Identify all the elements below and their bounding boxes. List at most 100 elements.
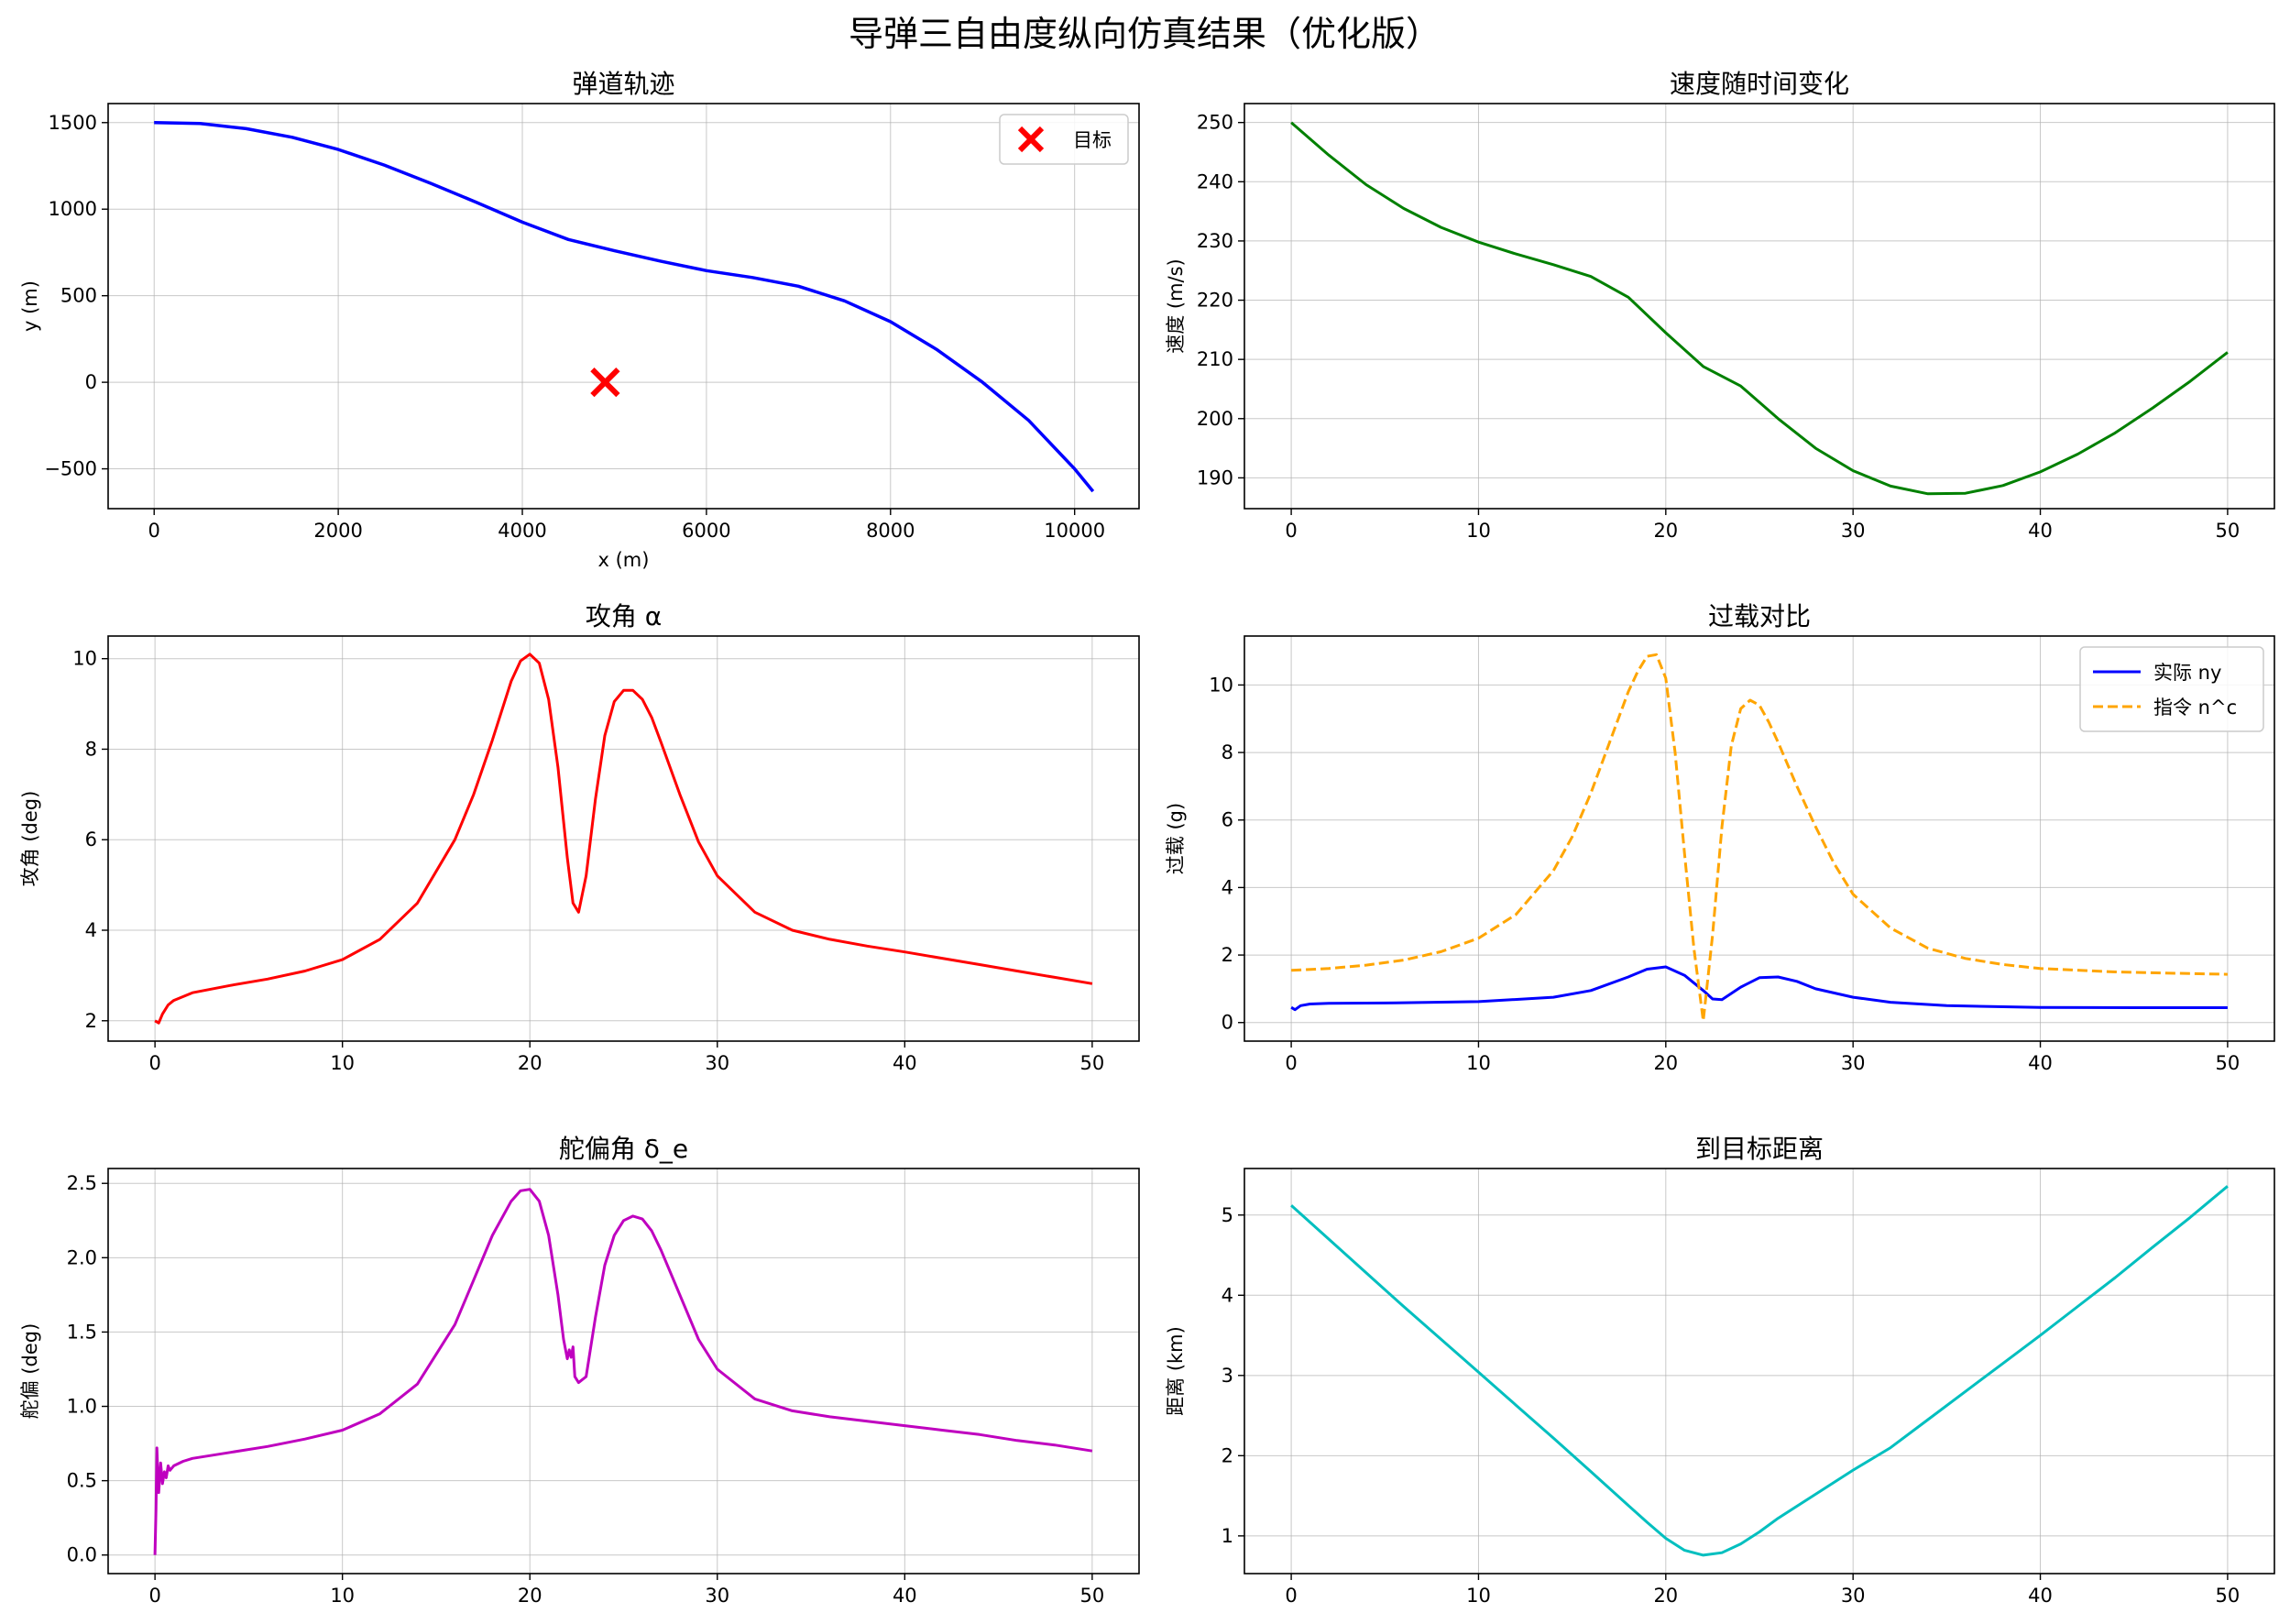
y-tick-label: 10 — [72, 648, 97, 670]
y-tick-label: 1 — [1222, 1525, 1233, 1547]
axes-frame — [1244, 635, 2275, 1042]
legend-box — [999, 114, 1129, 165]
y-tick-label: 250 — [1197, 112, 1233, 134]
y-tick-label: 2 — [1222, 944, 1233, 966]
x-tick-label: 30 — [1841, 520, 1866, 542]
figure-title: 导弹三自由度纵向仿真结果（优化版） — [849, 14, 1441, 54]
target-marker — [590, 367, 620, 398]
x-tick-label: 0 — [1285, 1585, 1297, 1607]
axes-frame — [1244, 103, 2275, 510]
subplot-trajectory: 0 2000 4000 6000 8000 10000 −500 0 500 1000 1500 弹道… — [19, 69, 1140, 571]
x-tick-label: 10 — [330, 1585, 355, 1607]
series-line-aoa-0 — [154, 653, 1093, 1025]
series-line-distance-0 — [1290, 1185, 2229, 1557]
y-tick-label: 8 — [1222, 741, 1233, 763]
y-tick-label: 4 — [1222, 1284, 1233, 1306]
axes-frame — [107, 103, 1140, 510]
y-tick-label: 500 — [60, 285, 97, 307]
legend-marker-stroke-b — [1017, 126, 1045, 153]
series-line-trajectory-0 — [154, 121, 1095, 493]
legend-label: 指令 n^c — [2153, 697, 2237, 719]
x-tick-label: 0 — [1285, 1052, 1297, 1074]
legend-label: 目标 — [1073, 129, 1112, 151]
series-line-velocity-0 — [1290, 121, 2229, 496]
x-axis-label: x (m) — [598, 549, 650, 571]
y-axis-label: 攻角 (deg) — [19, 791, 41, 887]
x-tick-label: 30 — [705, 1052, 729, 1074]
y-tick-label: 1500 — [49, 112, 97, 134]
axes-frame — [107, 635, 1140, 1042]
subplot-title: 舵偏角 δ_e — [559, 1134, 688, 1164]
subplot-title: 弹道轨迹 — [572, 69, 674, 99]
y-tick-label: 5 — [1222, 1204, 1233, 1226]
x-tick-label: 40 — [893, 1585, 917, 1607]
x-tick-label: 10 — [1466, 1052, 1491, 1074]
x-tick-label: 50 — [1079, 1585, 1104, 1607]
y-axis-label: y (m) — [19, 280, 41, 332]
y-axis-label: 过载 (g) — [1165, 803, 1187, 874]
x-tick-label: 0 — [1285, 520, 1297, 542]
y-tick-label: 10 — [1209, 674, 1233, 696]
x-tick-label: 30 — [1841, 1585, 1866, 1607]
series-line-overload-1 — [1291, 653, 2228, 1023]
y-tick-label: 240 — [1197, 170, 1233, 192]
subplot-elevator: 0 10 20 30 40 50 0.0 0.5 1.0 1.5 2.0 2.5 舵偏角 δ_e 舵偏 (… — [19, 1134, 1140, 1607]
y-tick-label: 200 — [1197, 408, 1233, 430]
x-tick-label: 20 — [1653, 520, 1678, 542]
subplot-grid: 0 2000 4000 6000 8000 10000−500050010001500弹道… — [19, 69, 2275, 1607]
series-line-elevator-0 — [153, 1188, 1093, 1555]
x-tick-label: 10000 — [1044, 520, 1105, 542]
x-tick-label: 10 — [1466, 1585, 1491, 1607]
x-tick-label: 20 — [1653, 1585, 1678, 1607]
y-tick-label: 0 — [1222, 1012, 1233, 1034]
y-tick-label: 2 — [85, 1010, 97, 1032]
x-tick-label: 50 — [2216, 1585, 2241, 1607]
y-tick-label: 1.0 — [67, 1396, 97, 1418]
legend: 实际 ny 指令 n^c — [2079, 646, 2264, 732]
subplot-aoa: 0 10 20 30 40 50 2 4 6 8 10 攻角 α 攻角 (deg) — [19, 601, 1140, 1074]
y-tick-label: 220 — [1197, 290, 1233, 312]
x-tick-label: 40 — [2028, 1585, 2053, 1607]
x-tick-label: 50 — [2216, 520, 2241, 542]
subplot-title: 攻角 α — [586, 601, 662, 631]
y-tick-label: 0.0 — [67, 1544, 97, 1566]
y-tick-label: 210 — [1197, 348, 1233, 370]
series-line-overload-0 — [1290, 965, 2228, 1012]
y-tick-label: 190 — [1197, 466, 1233, 488]
x-tick-label: 10 — [330, 1052, 355, 1074]
legend-label: 实际 ny — [2153, 662, 2221, 684]
x-tick-label: 6000 — [682, 520, 730, 542]
y-tick-label: 4 — [85, 919, 97, 941]
y-tick-label: 2.0 — [67, 1246, 97, 1268]
y-tick-label: 0.5 — [67, 1470, 97, 1492]
axes-frame — [107, 1168, 1140, 1575]
x-tick-label: 30 — [1841, 1052, 1866, 1074]
y-tick-label: 1.5 — [67, 1321, 97, 1343]
x-tick-label: 50 — [1079, 1052, 1104, 1074]
axes-frame — [1244, 1168, 2275, 1575]
x-tick-label: 0 — [148, 1052, 160, 1074]
x-tick-label: 2000 — [313, 520, 362, 542]
y-tick-label: 2.5 — [67, 1172, 97, 1194]
x-tick-label: 50 — [2216, 1052, 2241, 1074]
x-tick-label: 20 — [1653, 1052, 1678, 1074]
y-tick-label: 4 — [1222, 876, 1233, 898]
x-tick-label: 20 — [518, 1052, 542, 1074]
x-tick-label: 0 — [148, 1585, 160, 1607]
x-tick-label: 40 — [893, 1052, 917, 1074]
y-axis-label: 速度 (m/s) — [1165, 258, 1187, 354]
x-tick-label: 4000 — [498, 520, 546, 542]
subplot-title: 到目标距离 — [1695, 1134, 1824, 1164]
x-tick-label: 0 — [148, 520, 160, 542]
legend: 目标 — [999, 114, 1129, 165]
x-tick-label: 10 — [1466, 520, 1491, 542]
subplot-title: 速度随时间变化 — [1670, 69, 1849, 99]
x-tick-label: 30 — [705, 1585, 729, 1607]
x-tick-label: 20 — [518, 1585, 542, 1607]
x-tick-label: 40 — [2028, 520, 2053, 542]
y-tick-label: 2 — [1222, 1444, 1233, 1466]
y-tick-label: 3 — [1222, 1365, 1233, 1387]
